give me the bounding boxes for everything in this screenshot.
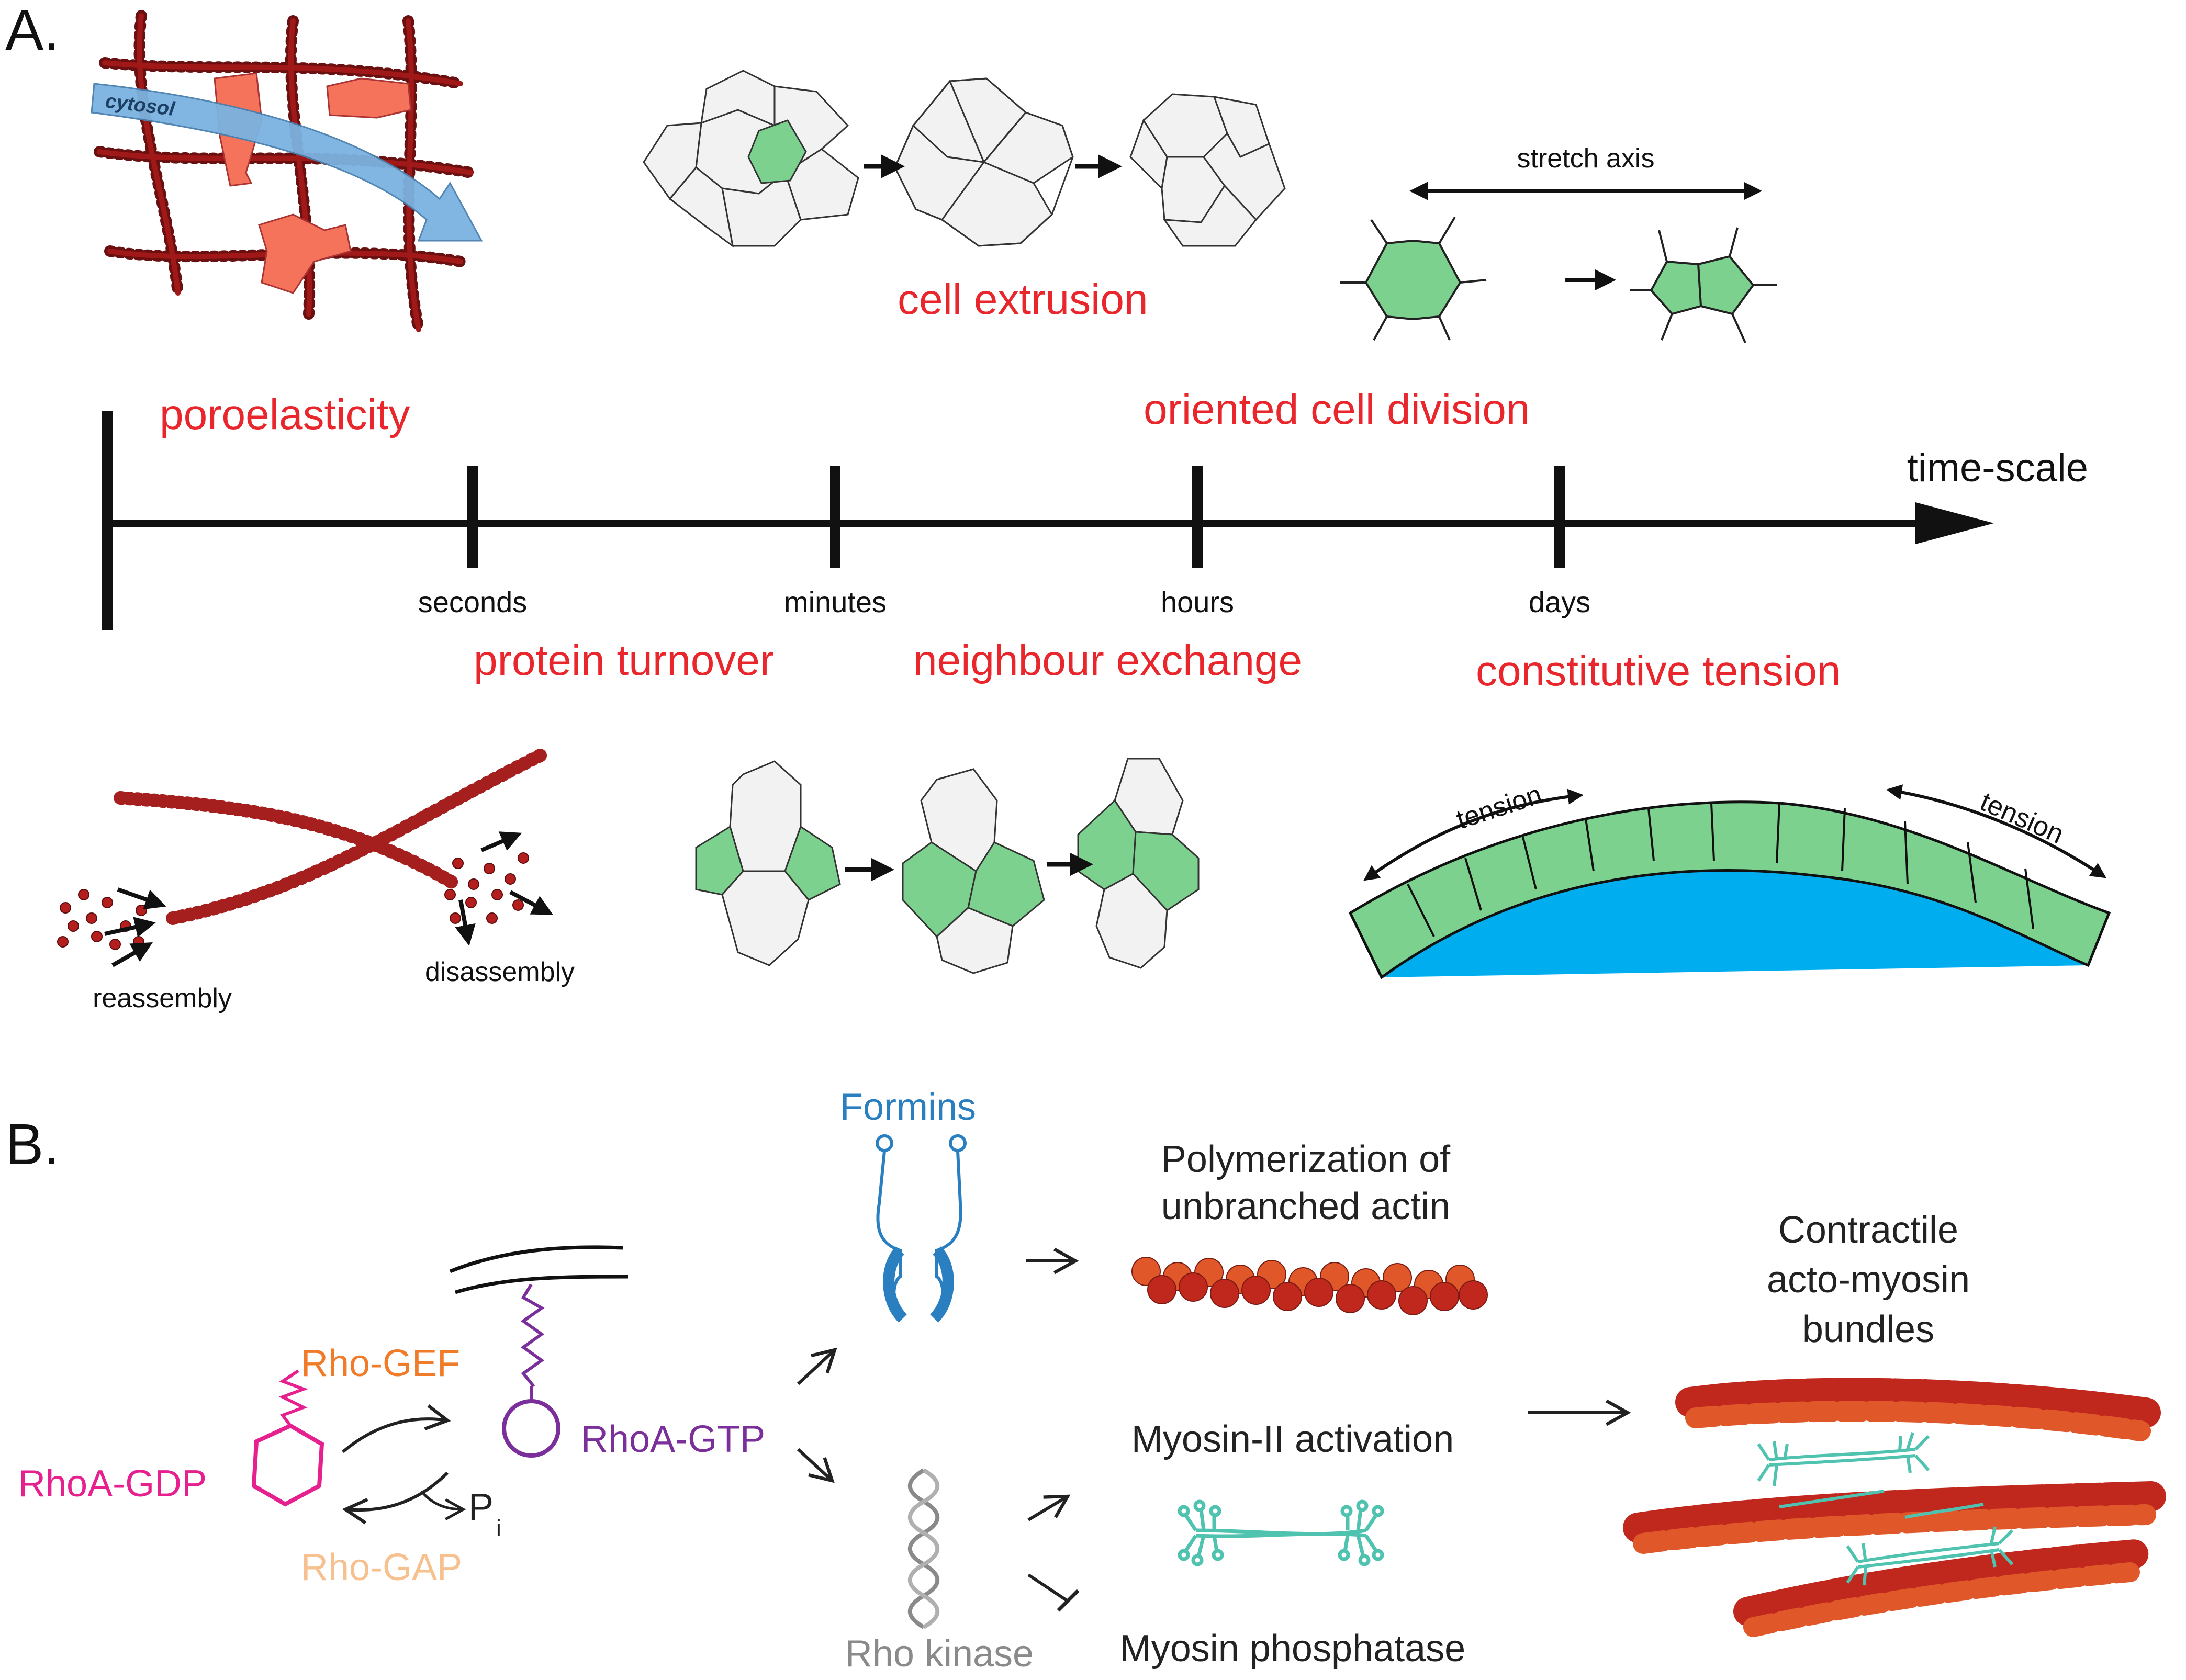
oriented-division-illustration: stretch axis xyxy=(1340,143,1777,343)
arrow-to-rho-kinase xyxy=(797,1448,835,1483)
arrow-to-formins xyxy=(797,1347,837,1385)
formins-label: Formins xyxy=(840,1086,976,1128)
acto-myosin-bundles xyxy=(1623,1378,2166,1637)
tension-arrow-right xyxy=(1886,784,2106,878)
formin-fh2-left xyxy=(883,1246,907,1323)
gef-arrow xyxy=(342,1404,451,1453)
actin-monomers xyxy=(57,852,529,950)
coiled-coil-icon xyxy=(907,1468,940,1629)
constitutive-tension-illustration: tension tension xyxy=(1348,779,2111,979)
gdp-lipid-tail-icon xyxy=(278,1369,308,1427)
process-protein-turnover: protein turnover xyxy=(474,637,774,684)
panel-a-label: A. xyxy=(5,0,60,62)
myosin-activation-label: Myosin-II activation xyxy=(1131,1418,1454,1460)
timeline: seconds minutes hours days time-scale xyxy=(102,411,2088,630)
timeline-axis-label: time-scale xyxy=(1907,446,2088,490)
panel-b-label: B. xyxy=(5,1112,60,1177)
rho-kinase-label: Rho kinase xyxy=(845,1633,1034,1675)
rhoa-gdp-label: RhoA-GDP xyxy=(18,1463,207,1505)
poroelasticity-illustration: cytosol xyxy=(91,10,483,335)
formin-fh2-right xyxy=(929,1246,954,1323)
disassembly-label: disassembly xyxy=(425,957,575,987)
tick-label-seconds: seconds xyxy=(418,585,528,618)
lumen xyxy=(1382,870,2088,977)
cytosol-arrow xyxy=(91,83,483,242)
polymerization-label-line2: unbranched actin xyxy=(1161,1186,1450,1227)
gap-arrow xyxy=(342,1471,449,1525)
protein-turnover-illustration: reassembly disassembly xyxy=(57,747,575,1013)
gtp-lipid-tail-icon xyxy=(520,1283,545,1388)
cell-extrusion-illustration xyxy=(643,70,1286,248)
myosin-phosphatase-label: Myosin phosphatase xyxy=(1120,1628,1465,1670)
neighbour-exchange-illustration xyxy=(695,758,1200,974)
inhibit-myosin-phosphatase xyxy=(1027,1573,1069,1603)
process-cell-extrusion: cell extrusion xyxy=(898,276,1148,323)
protein-blob xyxy=(258,213,352,294)
rho-gef-label: Rho-GEF xyxy=(301,1343,460,1384)
rhoa-gtp-label: RhoA-GTP xyxy=(581,1418,765,1460)
tension-label-left: tension xyxy=(1453,779,1545,835)
process-constitutive-tension: constitutive tension xyxy=(1476,647,1841,695)
actin-network-core xyxy=(97,13,474,332)
polymerization-label-line1: Polymerization of xyxy=(1161,1138,1451,1180)
tension-label-right: tension xyxy=(1976,786,2068,850)
rhoa-gtp-group: RhoA-GTP xyxy=(449,1245,765,1460)
inhibit-bar xyxy=(1057,1589,1080,1612)
contractile-label-line2: acto-myosin xyxy=(1767,1259,1970,1301)
membrane-line xyxy=(454,1275,629,1294)
rho-gap-label: Rho-GAP xyxy=(301,1547,462,1588)
contractile-label-line3: bundles xyxy=(1802,1309,1934,1350)
pi-release-arrow xyxy=(420,1490,466,1521)
arrow-to-myosin-activation xyxy=(1027,1494,1071,1521)
pi-label: P xyxy=(468,1486,494,1528)
gdp-hexagon-icon xyxy=(251,1423,324,1507)
tension-arrow-left xyxy=(1363,788,1584,881)
process-poroelasticity: poroelasticity xyxy=(160,391,410,438)
membrane-line xyxy=(449,1245,623,1273)
protein-blob xyxy=(326,77,412,119)
rhoa-gdp-group: RhoA-GDP xyxy=(18,1369,324,1507)
myosin-ii-icon xyxy=(1178,1499,1384,1566)
tick-label-hours: hours xyxy=(1161,585,1234,618)
process-oriented-cell-division: oriented cell division xyxy=(1144,386,1530,433)
timeline-arrowhead xyxy=(1915,502,1994,544)
stretch-axis-label: stretch axis xyxy=(1517,143,1655,174)
gtp-circle-icon xyxy=(502,1399,560,1458)
reassembly-label: reassembly xyxy=(93,983,232,1013)
unbranched-actin-filament xyxy=(1131,1257,1488,1315)
process-neighbour-exchange: neighbour exchange xyxy=(913,637,1302,684)
tick-label-days: days xyxy=(1529,585,1590,618)
pi-subscript: i xyxy=(496,1515,501,1541)
rho-kinase-group: Rho kinase xyxy=(845,1468,1034,1675)
tick-label-minutes: minutes xyxy=(784,585,887,618)
formins-group: Formins xyxy=(840,1086,976,1323)
contractile-label-line1: Contractile xyxy=(1778,1209,1958,1251)
